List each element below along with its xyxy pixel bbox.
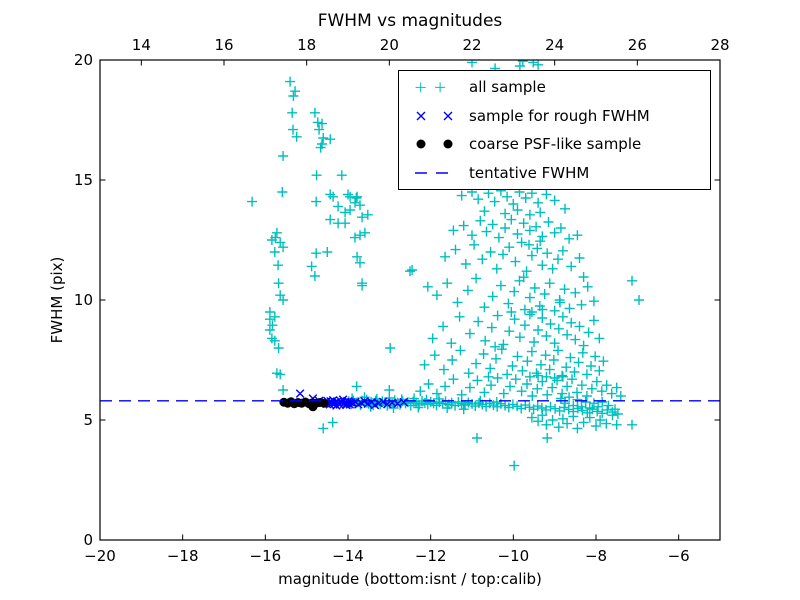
x-tick-label-top: 26: [628, 36, 647, 54]
x-tick-label-bottom: −12: [415, 547, 447, 565]
x-axis-label: magnitude (bottom:isnt / top:calib): [278, 570, 542, 588]
x-tick-label-top: 14: [132, 36, 151, 54]
x-tick-label-top: 28: [710, 36, 729, 54]
legend-item-all-sample: all sample: [407, 74, 710, 101]
x-tick-label-top: 18: [297, 36, 316, 54]
series-plus-markers: [247, 60, 644, 471]
x-tick-label-bottom: −6: [668, 547, 690, 565]
legend-label: sample for rough FWHM: [469, 106, 650, 125]
x-tick-label-top: 22: [462, 36, 481, 54]
y-tick-label: 20: [74, 51, 93, 69]
y-tick-label: 0: [83, 531, 93, 549]
legend: all sample sample for rough FWHM coarse …: [398, 70, 711, 190]
x-marker-icon: [416, 111, 453, 121]
legend-label: tentative FWHM: [469, 163, 590, 182]
data-markers: [100, 60, 720, 471]
series-circle-markers: [279, 397, 329, 412]
x-tick-label-bottom: −8: [585, 547, 607, 565]
y-tick-label: 15: [74, 171, 93, 189]
x-tick-label-top: 20: [380, 36, 399, 54]
legend-item-coarse-psf: coarse PSF-like sample: [407, 131, 710, 158]
x-tick-label-bottom: −10: [498, 547, 530, 565]
legend-item-tentative-fwhm: tentative FWHM: [407, 159, 710, 186]
circle-marker-icon: [416, 139, 453, 149]
y-tick-label: 10: [74, 291, 93, 309]
x-tick-label-bottom: −18: [167, 547, 199, 565]
chart-title: FWHM vs magnitudes: [318, 11, 503, 31]
plus-marker-icon: [415, 82, 446, 93]
dashed-line-icon: [415, 171, 457, 174]
y-axis-label: FWHM (pix): [48, 257, 66, 344]
legend-item-rough-fwhm: sample for rough FWHM: [407, 102, 710, 129]
plot-border: [99, 59, 721, 541]
legend-label: coarse PSF-like sample: [469, 135, 642, 154]
x-tick-label-bottom: −14: [332, 547, 364, 565]
x-tick-label-top: 16: [214, 36, 233, 54]
y-tick-label: 5: [83, 411, 93, 429]
legend-label: all sample: [469, 78, 546, 97]
x-tick-label-top: 24: [545, 36, 564, 54]
axis-ticks: −20 −18 −16 −14 −12 −10 −8 −6 14 16 18 20 22 24 26 28 0 5…: [74, 36, 730, 565]
x-tick-label-bottom: −20: [84, 547, 116, 565]
x-tick-label-bottom: −16: [250, 547, 282, 565]
